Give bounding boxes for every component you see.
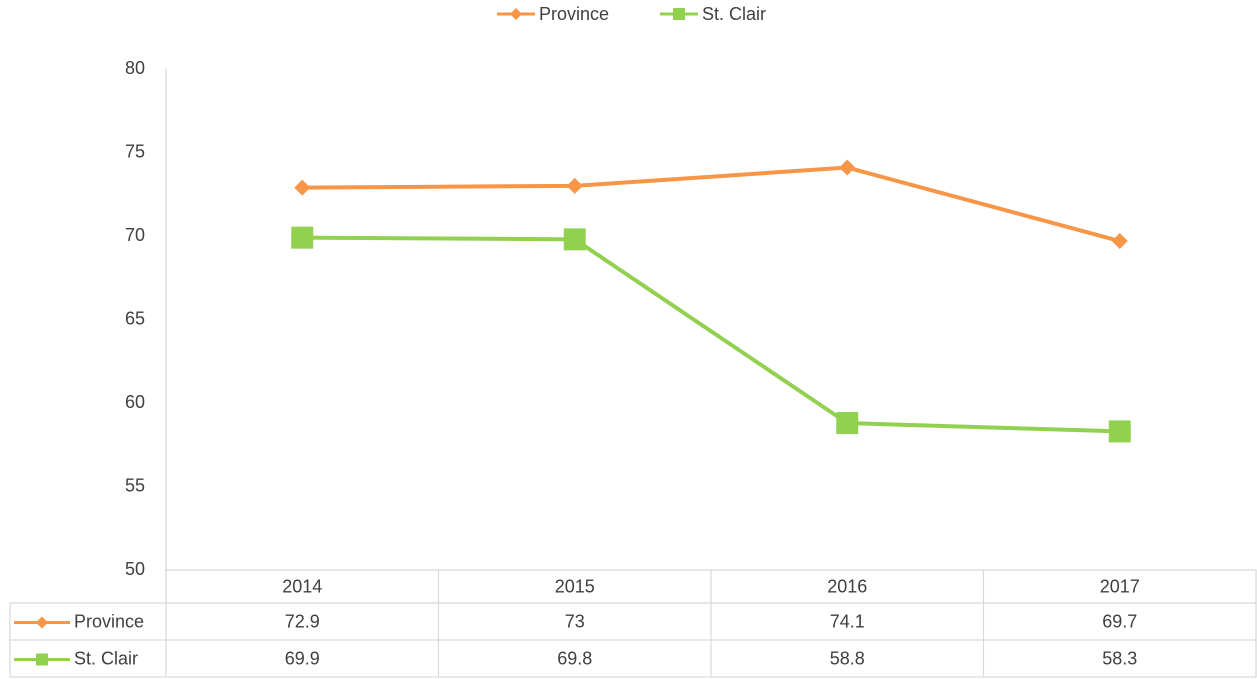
x-tick-label: 2015 [555,576,595,596]
table-cell: 69.7 [1102,611,1137,631]
data-point [291,226,314,249]
y-tick-label: 65 [125,308,145,328]
legend-marker [673,8,685,20]
y-tick-label: 70 [125,225,145,245]
data-point [1108,420,1131,443]
legend-label: St. Clair [702,4,766,24]
x-tick-label: 2016 [827,576,867,596]
x-tick-label: 2017 [1100,576,1140,596]
table-cell: 58.3 [1102,648,1137,668]
y-tick-label: 75 [125,141,145,161]
legend-marker [36,653,48,666]
y-tick-label: 80 [125,58,145,78]
y-tick-label: 50 [125,559,145,579]
table-cell: 72.9 [285,611,320,631]
table-cell: 69.9 [285,648,320,668]
table-cell: 74.1 [830,611,865,631]
table-cell: 58.8 [830,648,865,668]
x-tick-label: 2014 [282,576,322,596]
data-point [1111,233,1128,250]
legend-marker [36,616,48,629]
data-point [566,177,583,194]
table-cell: 73 [565,611,585,631]
y-tick-label: 55 [125,475,145,495]
data-point [839,159,856,176]
y-tick-label: 60 [125,392,145,412]
data-point [836,412,859,435]
series-line [302,165,1121,243]
legend-marker [510,8,522,20]
table-row-label: Province [74,611,144,631]
table-cell: 69.8 [557,648,592,668]
series-line [302,235,1120,434]
data-point [294,179,311,196]
legend-label: Province [539,4,609,24]
table-row-label: St. Clair [74,648,138,668]
data-point [563,228,586,251]
